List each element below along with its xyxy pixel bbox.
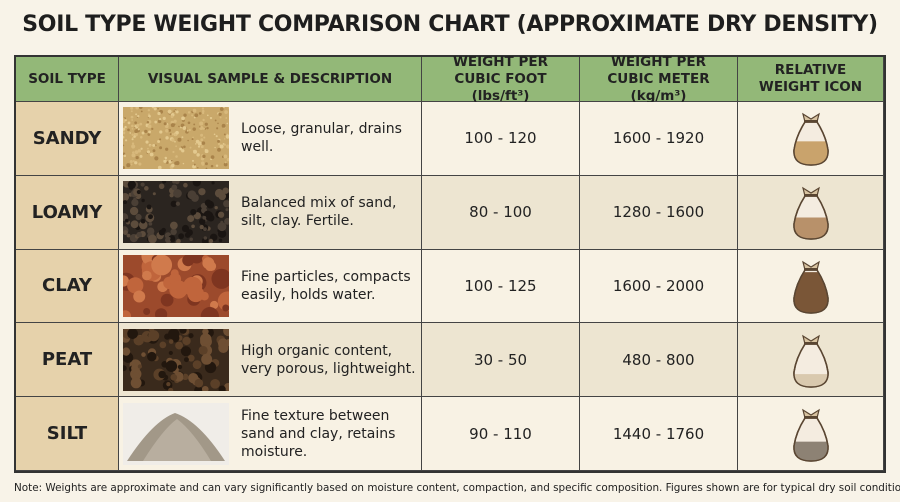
column-header: RELATIVE WEIGHT ICON: [738, 57, 884, 102]
bag-icon: [792, 113, 829, 167]
weight-lbs: 100 - 120: [422, 102, 580, 176]
description-cell: Fine texture between sand and clay, reta…: [119, 397, 422, 471]
title: SOIL TYPE WEIGHT COMPARISON CHART (APPRO…: [22, 12, 878, 37]
weight-lbs: 80 - 100: [422, 175, 580, 250]
sample-image: [123, 402, 229, 465]
soil-type: LOAMY: [16, 175, 119, 250]
soil-type: PEAT: [16, 323, 119, 398]
bag-icon: [792, 260, 829, 314]
description: Loose, granular, drains well.: [241, 121, 402, 156]
bag-cell: [738, 249, 884, 324]
description-cell: Fine particles, compacts easily, holds w…: [119, 249, 422, 324]
description-cell: High organic content, very porous, light…: [119, 323, 422, 398]
description: High organic content, very porous, light…: [241, 342, 416, 377]
sample-image: [123, 181, 229, 244]
footnote: Note: Weights are approximate and can va…: [14, 482, 900, 494]
column-header: VISUAL SAMPLE & DESCRIPTION: [119, 57, 422, 102]
soil-type: CLAY: [16, 249, 119, 324]
description-cell: Loose, granular, drains well.: [119, 102, 422, 176]
weight-lbs: 30 - 50: [422, 323, 580, 398]
weight-kg: 1280 - 1600: [580, 175, 738, 250]
table: SOIL TYPE VISUAL SAMPLE & DESCRIPTION WEIG…: [14, 54, 886, 473]
column-header: WEIGHT PER CUBIC METER (kg/m³): [580, 54, 738, 104]
bag-icon: [792, 186, 829, 240]
sample-image: [123, 254, 229, 317]
bag-icon: [792, 334, 829, 388]
soil-type: SILT: [16, 397, 119, 471]
bag-cell: [738, 102, 884, 176]
weight-lbs: 90 - 110: [422, 397, 580, 471]
weight-kg: 1600 - 2000: [580, 249, 738, 324]
bag-icon: [792, 408, 829, 462]
column-header: SOIL TYPE: [16, 57, 119, 102]
weight-kg: 1440 - 1760: [580, 397, 738, 471]
description: Fine texture between sand and clay, reta…: [241, 407, 396, 460]
description: Fine particles, compacts easily, holds w…: [241, 268, 411, 303]
bag-cell: [738, 397, 884, 471]
bag-cell: [738, 323, 884, 398]
sample-image: [123, 328, 229, 391]
sample-image: [123, 107, 229, 170]
column-header: WEIGHT PER CUBIC FOOT (lbs/ft³): [422, 54, 580, 104]
description-cell: Balanced mix of sand, silt, clay. Fertil…: [119, 175, 422, 250]
description: Balanced mix of sand, silt, clay. Fertil…: [241, 195, 397, 230]
soil-type: SANDY: [16, 102, 119, 176]
weight-lbs: 100 - 125: [422, 249, 580, 324]
weight-kg: 1600 - 1920: [580, 102, 738, 176]
weight-kg: 480 - 800: [580, 323, 738, 398]
bag-cell: [738, 175, 884, 250]
